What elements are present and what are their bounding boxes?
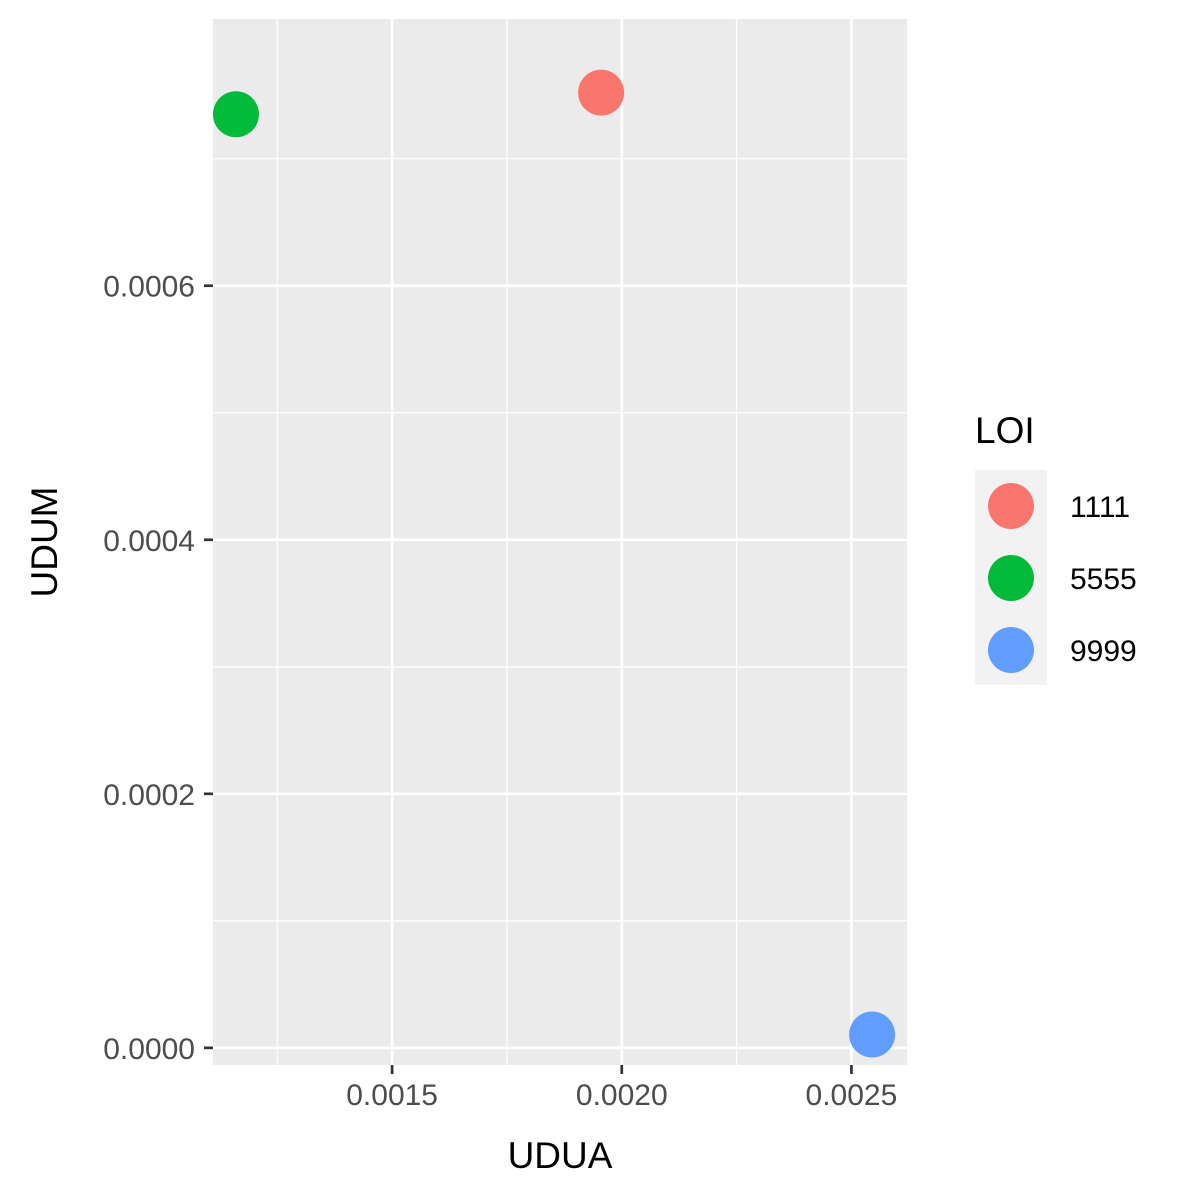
x-tick-label: 0.0025 bbox=[806, 1079, 898, 1112]
x-axis-title: UDUA bbox=[508, 1135, 613, 1176]
x-tick-label: 0.0020 bbox=[576, 1079, 668, 1112]
y-axis: 0.0000 0.0002 0.0004 0.0006 bbox=[103, 271, 213, 1066]
legend-key-5555 bbox=[988, 555, 1034, 601]
x-tick-label: 0.0015 bbox=[346, 1079, 438, 1112]
legend-label-1111: 1111 bbox=[1070, 491, 1130, 524]
legend-label-5555: 5555 bbox=[1070, 563, 1137, 596]
minor-gridlines bbox=[213, 19, 907, 1065]
legend-key-9999 bbox=[988, 627, 1034, 673]
major-gridlines bbox=[213, 19, 907, 1065]
y-tick-label: 0.0002 bbox=[103, 779, 195, 812]
x-axis: 0.0015 0.0020 0.0025 bbox=[346, 1065, 897, 1112]
legend-entries: 1111 5555 9999 bbox=[988, 483, 1137, 673]
y-axis-title: UDUM bbox=[24, 487, 65, 598]
data-point-9999 bbox=[849, 1011, 896, 1058]
legend: LOI 1111 5555 9999 bbox=[975, 410, 1137, 685]
legend-key-1111 bbox=[988, 483, 1034, 529]
legend-label-9999: 9999 bbox=[1070, 635, 1137, 668]
data-point-5555 bbox=[212, 91, 259, 138]
legend-title: LOI bbox=[975, 410, 1035, 451]
y-tick-label: 0.0006 bbox=[103, 271, 195, 304]
data-points bbox=[212, 69, 896, 1058]
y-tick-label: 0.0000 bbox=[103, 1033, 195, 1066]
panel-background bbox=[213, 19, 907, 1065]
data-point-1111 bbox=[578, 69, 625, 116]
y-tick-label: 0.0004 bbox=[103, 525, 195, 558]
